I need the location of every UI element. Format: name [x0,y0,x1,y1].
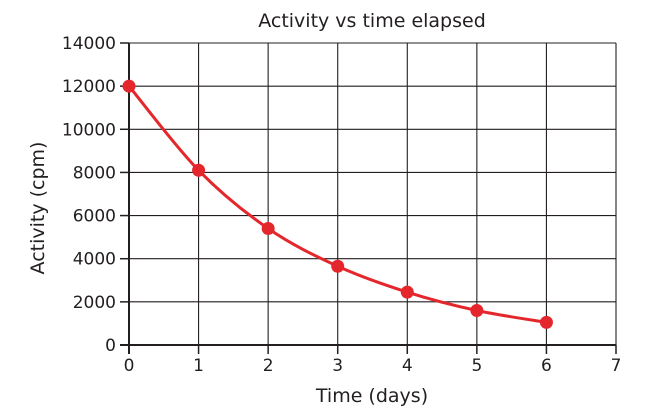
data-point-0-6 [539,315,553,329]
y-tick-label-4: 8000 [73,163,116,183]
x-tick-label-0: 0 [124,356,135,376]
x-axis-label: Time (days) [315,385,428,407]
x-tick-label-7: 7 [611,356,622,376]
x-tick-label-3: 3 [332,356,343,376]
y-tick-label-2: 4000 [73,250,116,270]
y-tick-label-0: 0 [105,336,116,356]
y-axis-label: Activity (cpm) [27,142,49,275]
data-point-0-4 [400,285,414,299]
axes [120,42,617,354]
data-point-0-3 [331,259,345,273]
grid [129,42,617,345]
data-point-0-2 [261,222,275,236]
x-tick-label-5: 5 [471,356,482,376]
x-tick-label-6: 6 [541,356,552,376]
data-point-0-5 [470,303,484,317]
chart-title: Activity vs time elapsed [258,10,486,32]
tick-labels: 0 1 2 3 4 5 6 7 0 2000 4000 6000 8000 10000 12000 14000 [62,34,622,376]
y-tick-label-6: 12000 [62,77,116,97]
data-point-0-0 [122,79,136,93]
data-point-0-1 [192,163,206,177]
x-tick-label-4: 4 [402,356,413,376]
y-tick-label-7: 14000 [62,34,116,54]
x-tick-label-1: 1 [193,356,204,376]
y-tick-label-5: 10000 [62,120,116,140]
x-tick-label-2: 2 [263,356,274,376]
y-tick-label-3: 6000 [73,207,116,227]
y-tick-label-1: 2000 [73,293,116,313]
series [122,79,553,329]
